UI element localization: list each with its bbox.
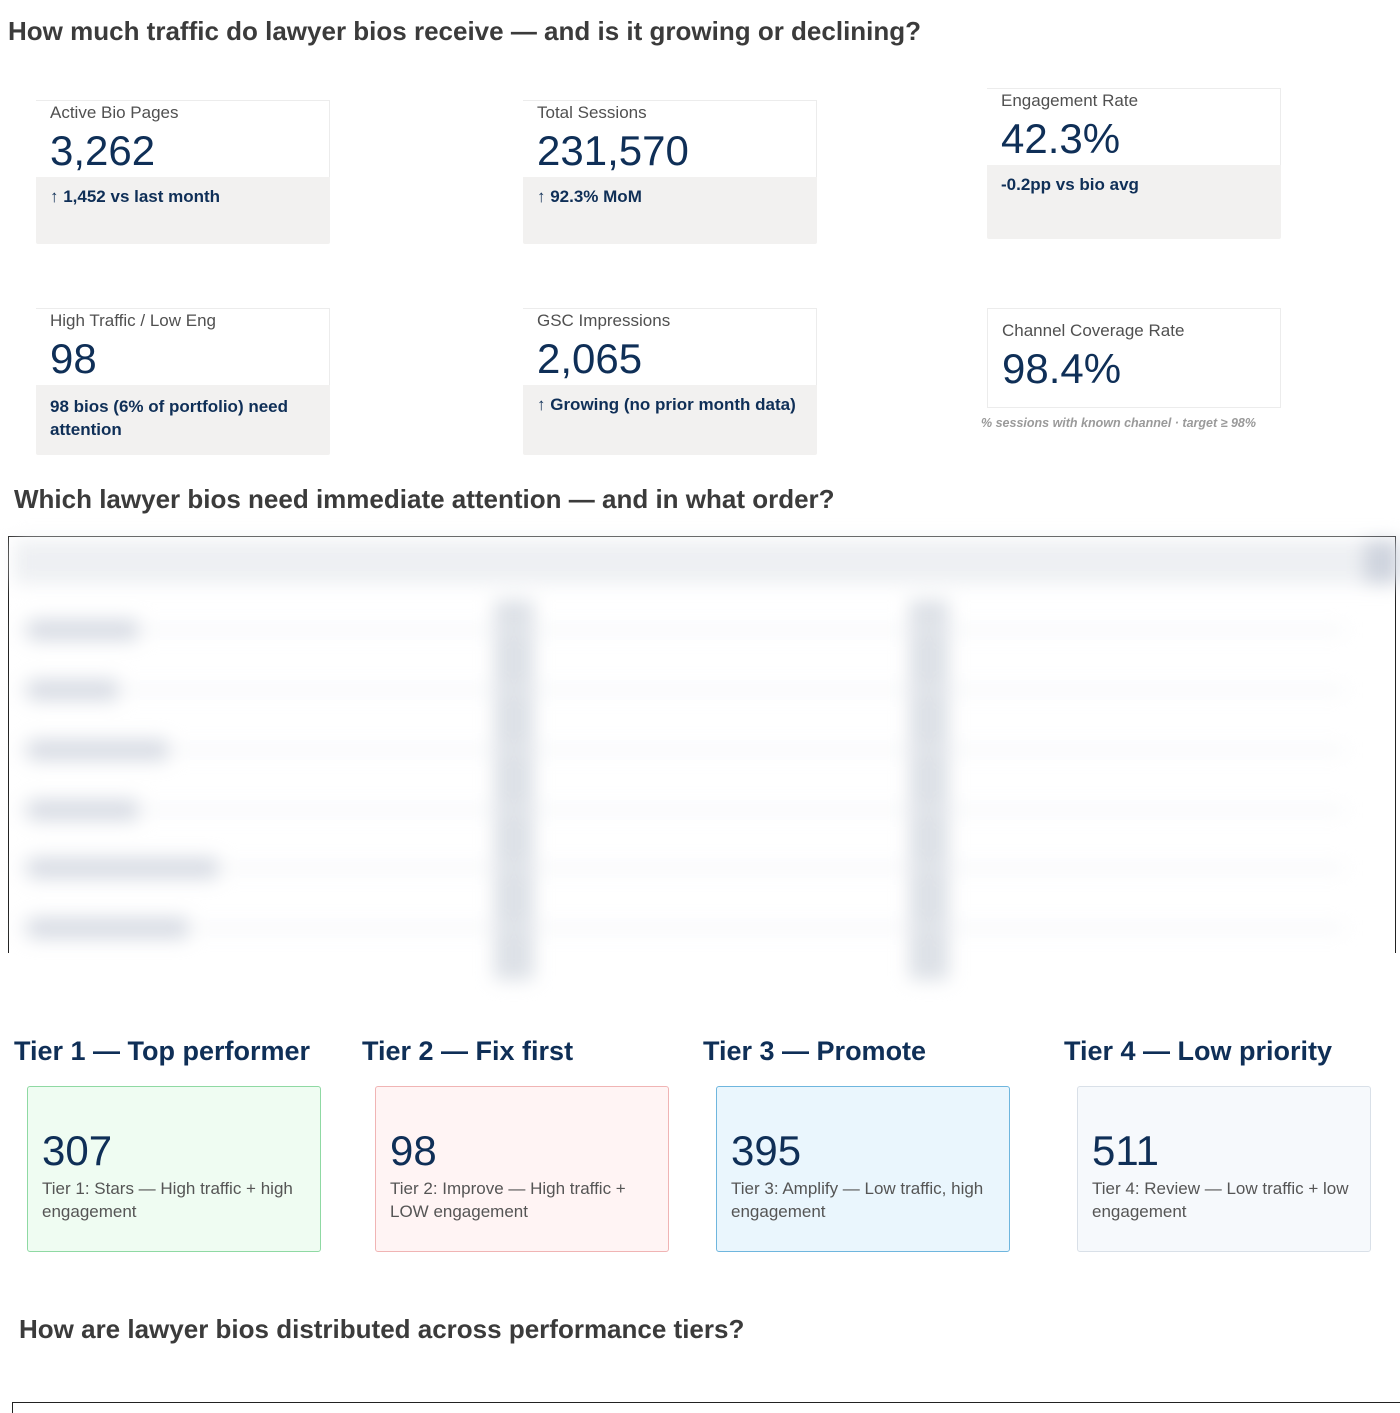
attention-table-blurred	[14, 540, 1400, 980]
kpi-label: Engagement Rate	[1001, 91, 1139, 110]
tier-3-card: 395 Tier 3: Amplify — Low traffic, high …	[716, 1086, 1010, 1252]
kpi-card-engagement-rate: Engagement Rate 42.3% -0.2pp vs bio avg	[987, 88, 1281, 239]
tier-4-title: Tier 4 — Low priority	[1064, 1036, 1333, 1066]
kpi-value: 42.3%	[1001, 115, 1121, 162]
kpi-footer: -0.2pp vs bio avg	[987, 165, 1281, 239]
kpi-label: High Traffic / Low Eng	[50, 311, 216, 330]
tier-description: Tier 1: Stars — High traffic + high enga…	[42, 1179, 293, 1221]
tier-1-card: 307 Tier 1: Stars — High traffic + high …	[27, 1086, 321, 1252]
attention-table-frame	[8, 536, 1396, 953]
tier-count: 98	[390, 1127, 437, 1174]
kpi-label: Active Bio Pages	[50, 103, 179, 122]
kpi-card-high-traffic-low-eng: High Traffic / Low Eng 98 98 bios (6% of…	[36, 308, 330, 455]
kpi-note: % sessions with known channel · target ≥…	[981, 416, 1256, 430]
tier-3-title: Tier 3 — Promote	[703, 1036, 927, 1066]
tier-2-card: 98 Tier 2: Improve — High traffic + LOW …	[375, 1086, 669, 1252]
kpi-value: 3,262	[50, 127, 156, 174]
traffic-section-title: How much traffic do lawyer bios receive …	[8, 16, 922, 46]
tier-count: 511	[1092, 1127, 1159, 1174]
distribution-chart-frame	[12, 1402, 1400, 1413]
kpi-card-total-sessions: Total Sessions 231,570 ↑ 92.3% MoM	[523, 100, 817, 244]
attention-section-title: Which lawyer bios need immediate attenti…	[14, 484, 835, 514]
kpi-label: Channel Coverage Rate	[1002, 321, 1185, 340]
kpi-card-channel-coverage: Channel Coverage Rate 98.4%	[987, 308, 1281, 408]
kpi-card-active-bio-pages: Active Bio Pages 3,262 ↑ 1,452 vs last m…	[36, 100, 330, 244]
kpi-value: 2,065	[537, 335, 643, 382]
tier-count: 395	[731, 1127, 802, 1174]
kpi-footer: ↑ 92.3% MoM	[523, 177, 817, 244]
distribution-section-title: How are lawyer bios distributed across p…	[19, 1314, 745, 1344]
kpi-value: 98.4%	[1002, 345, 1122, 392]
kpi-footer: 98 bios (6% of portfolio) need attention	[36, 385, 330, 455]
tier-2-title: Tier 2 — Fix first	[362, 1036, 574, 1066]
tier-description: Tier 3: Amplify — Low traffic, high enga…	[731, 1179, 984, 1221]
kpi-footer: ↑ Growing (no prior month data)	[523, 385, 817, 455]
tier-1-title: Tier 1 — Top performer	[14, 1036, 311, 1066]
kpi-value: 231,570	[537, 127, 689, 174]
tier-description: Tier 2: Improve — High traffic + LOW eng…	[390, 1179, 626, 1221]
kpi-label: GSC Impressions	[537, 311, 671, 330]
tier-description: Tier 4: Review — Low traffic + low engag…	[1092, 1179, 1349, 1221]
tier-count: 307	[42, 1127, 113, 1174]
kpi-footer: ↑ 1,452 vs last month	[36, 177, 330, 244]
kpi-value: 98	[50, 335, 97, 382]
tier-4-card: 511 Tier 4: Review — Low traffic + low e…	[1077, 1086, 1371, 1252]
kpi-card-gsc-impressions: GSC Impressions 2,065 ↑ Growing (no prio…	[523, 308, 817, 455]
kpi-label: Total Sessions	[537, 103, 647, 122]
